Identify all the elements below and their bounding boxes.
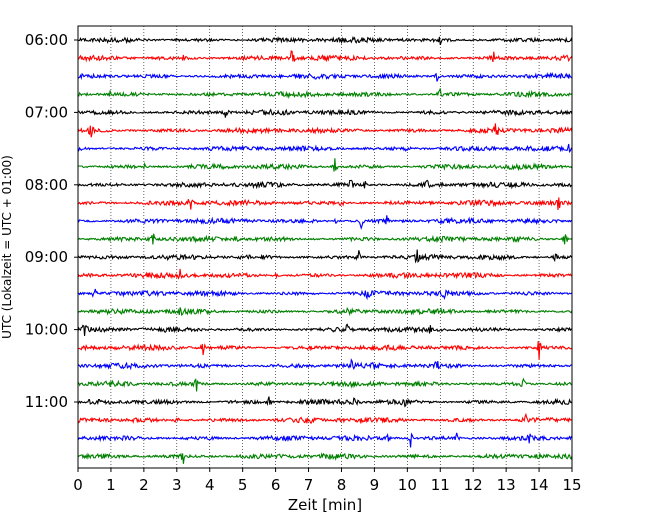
y-tick-label: 11:00 (25, 393, 68, 411)
trace-row-19 (77, 358, 573, 371)
trace-row-16 (77, 306, 573, 317)
x-axis-label: Zeit [min] (288, 496, 362, 514)
y-tick-label: 08:00 (25, 176, 68, 194)
trace-row-4 (77, 88, 573, 100)
trace-row-10 (77, 197, 573, 211)
trace-row-8 (77, 158, 573, 172)
trace-row-2 (78, 50, 573, 63)
y-tick-label: 10:00 (25, 321, 68, 339)
y-axis-ticks: 06:00 07:00 08:00 09:00 10:00 11:00 (25, 31, 78, 411)
trace-row-18 (77, 341, 573, 360)
trace-row-3 (77, 71, 573, 82)
trace-row-23 (77, 432, 573, 448)
trace-row-15 (77, 288, 573, 301)
trace-row-1 (77, 35, 573, 46)
trace-row-17 (77, 323, 573, 336)
x-tick-label: 9 (370, 476, 380, 494)
y-tick-label: 06:00 (25, 31, 68, 49)
trace-row-14 (77, 268, 573, 280)
x-tick-label: 4 (205, 476, 215, 494)
trace-row-6 (77, 123, 573, 138)
x-tick-label: 14 (530, 476, 549, 494)
y-tick-label: 09:00 (25, 248, 68, 266)
plot-frame (77, 25, 573, 469)
x-tick-label: 12 (464, 476, 483, 494)
trace-row-12 (77, 233, 573, 245)
x-tick-label: 5 (238, 476, 248, 494)
trace-row-13 (77, 249, 573, 264)
x-tick-label: 2 (139, 476, 149, 494)
x-axis-ticks: 0 1 2 3 4 5 6 7 8 9 10 11 12 13 14 15 (73, 468, 582, 494)
x-tick-label: 3 (172, 476, 182, 494)
trace-row-22 (77, 412, 573, 425)
x-tick-label: 15 (562, 476, 581, 494)
trace-row-21 (77, 396, 573, 408)
trace-row-24 (77, 452, 573, 464)
trace-row-5 (77, 108, 573, 118)
x-tick-label: 13 (497, 476, 516, 494)
trace-row-9 (77, 179, 573, 190)
trace-row-7 (77, 143, 573, 153)
y-axis-label: UTC (Lokalzeit = UTC + 01:00) (0, 155, 14, 339)
trace-row-11 (77, 215, 572, 231)
x-tick-label: 11 (431, 476, 450, 494)
x-tick-label: 6 (271, 476, 281, 494)
x-tick-label: 7 (304, 476, 314, 494)
trace-row-20 (77, 377, 573, 392)
x-tick-label: 8 (337, 476, 347, 494)
x-tick-label: 10 (398, 476, 417, 494)
x-tick-label: 0 (73, 476, 83, 494)
x-tick-label: 1 (106, 476, 116, 494)
y-tick-label: 07:00 (25, 103, 68, 121)
traces (77, 35, 573, 464)
